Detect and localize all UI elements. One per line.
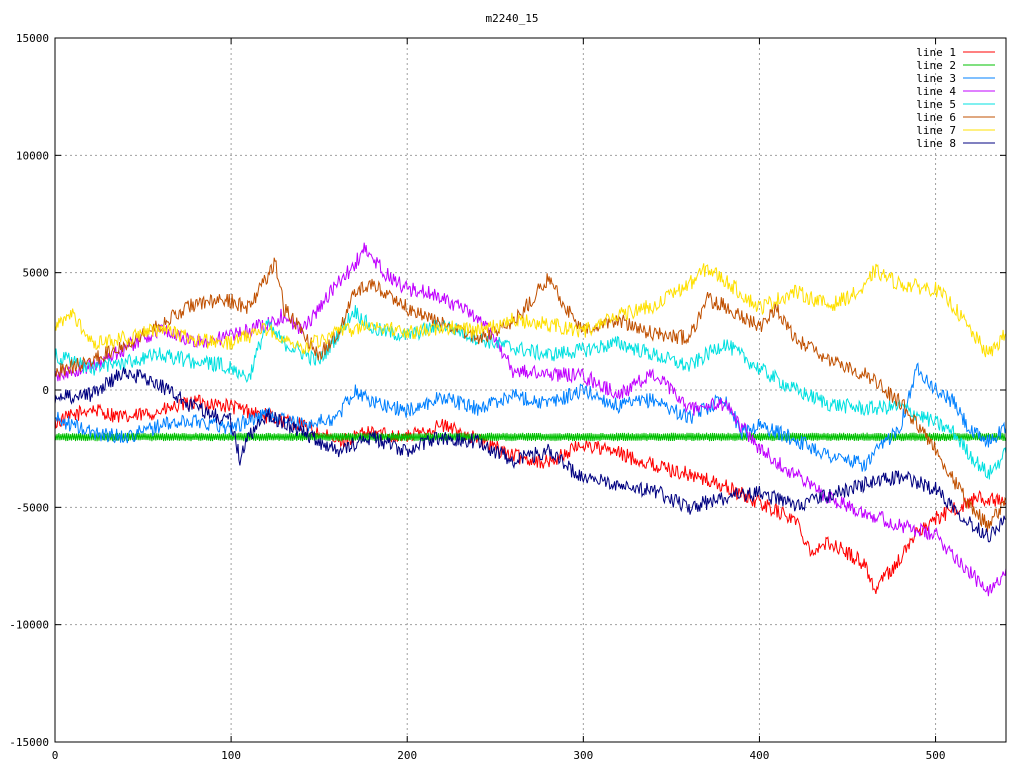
legend-label: line 1	[916, 46, 956, 59]
legend-label: line 3	[916, 72, 956, 85]
legend-label: line 4	[916, 85, 956, 98]
y-tick-label: 5000	[23, 267, 50, 280]
legend-label: line 7	[916, 124, 956, 137]
series-line-5	[54, 305, 1007, 480]
series-line-1	[54, 394, 1007, 595]
x-tick-label: 200	[397, 749, 417, 762]
y-tick-label: -10000	[9, 619, 49, 632]
x-tick-label: 0	[52, 749, 59, 762]
y-tick-label: -5000	[16, 501, 49, 514]
series-line-3	[54, 362, 1007, 472]
legend-label: line 5	[916, 98, 956, 111]
x-tick-label: 500	[926, 749, 946, 762]
legend-label: line 6	[916, 111, 956, 124]
x-tick-label: 100	[221, 749, 241, 762]
legend-label: line 8	[916, 137, 956, 150]
x-tick-label: 400	[750, 749, 770, 762]
y-axis-ticks: -15000 -10000 -5000 0 5000 10000 15000	[9, 32, 1006, 749]
y-tick-label: 15000	[16, 32, 49, 45]
series-line-7	[54, 263, 1007, 358]
chart-title: m2240_15	[486, 12, 539, 25]
series-group	[54, 242, 1007, 597]
legend-label: line 2	[916, 59, 956, 72]
y-tick-label: 10000	[16, 149, 49, 162]
y-tick-label: 0	[42, 384, 49, 397]
y-tick-label: -15000	[9, 736, 49, 749]
series-line-4	[54, 242, 1007, 597]
series-line-8	[54, 367, 1007, 543]
x-axis-ticks: 0 100 200 300 400 500	[52, 38, 946, 762]
series-line-6	[54, 257, 1007, 532]
series-line-2	[54, 432, 1007, 442]
x-tick-label: 300	[573, 749, 593, 762]
